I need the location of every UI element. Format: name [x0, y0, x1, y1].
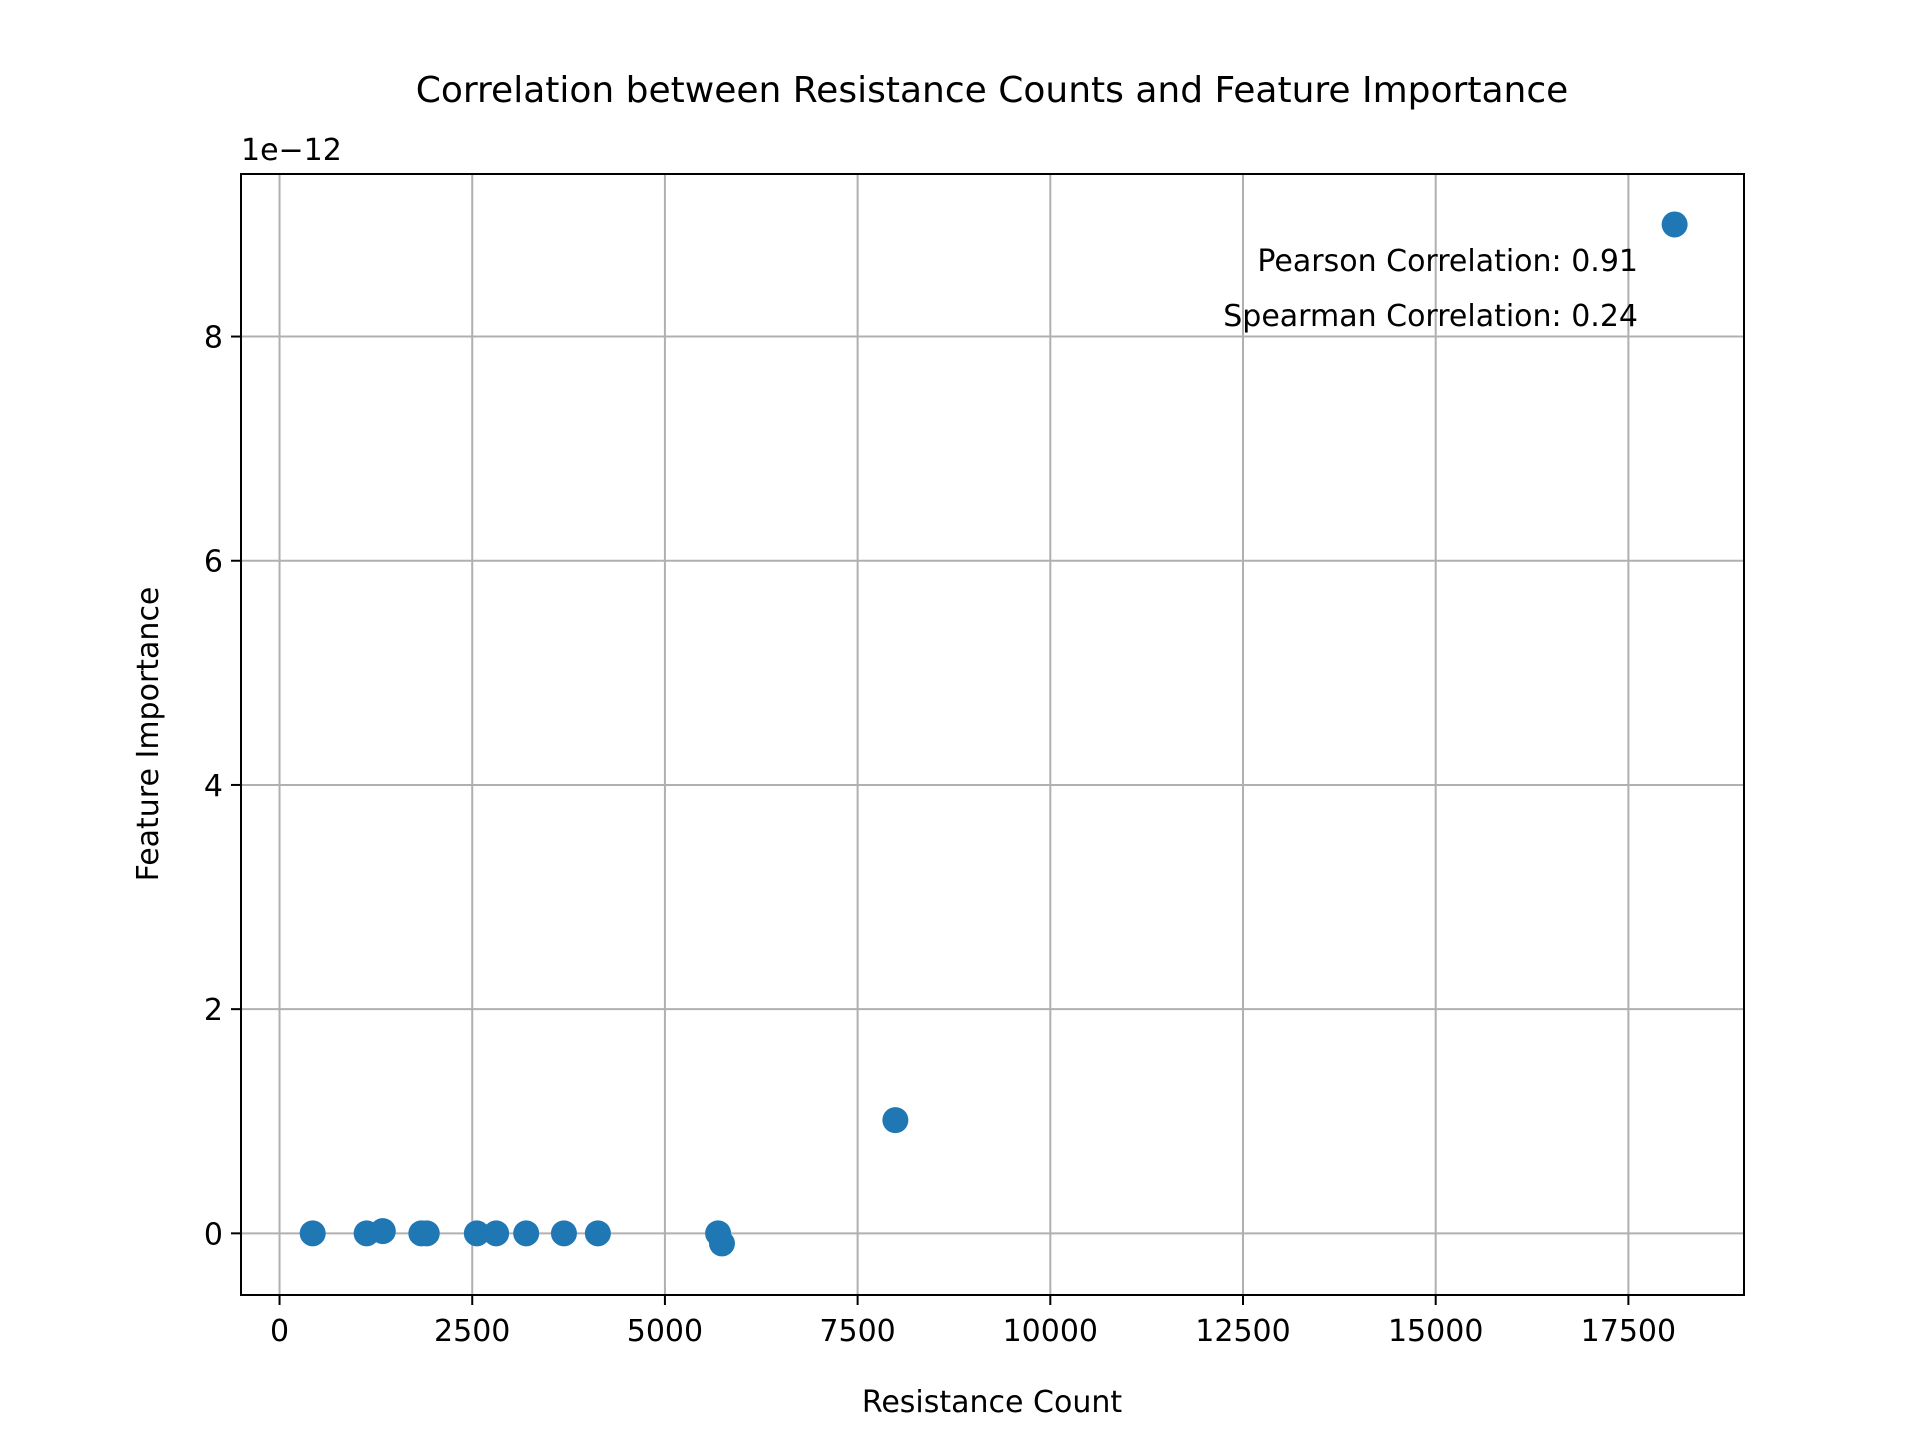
y-tick-label: 6: [204, 545, 223, 580]
x-tick-label: 10000: [1003, 1314, 1098, 1349]
data-points: [299, 211, 1688, 1257]
data-point: [483, 1220, 510, 1247]
x-tick-label: 15000: [1388, 1314, 1483, 1349]
data-point: [882, 1107, 909, 1134]
x-tick-label: 17500: [1581, 1314, 1676, 1349]
y-tick-label: 8: [204, 321, 223, 356]
x-axis-ticks: 0 2500 5000 7500 10000 12500 15000 17500: [270, 1295, 1676, 1349]
chart-title: Correlation between Resistance Counts an…: [416, 70, 1569, 111]
x-tick-label: 12500: [1195, 1314, 1290, 1349]
data-point: [1661, 211, 1688, 238]
y-axis-ticks: 0 2 4 6 8: [204, 321, 241, 1252]
data-point: [513, 1220, 540, 1247]
x-axis-label: Resistance Count: [862, 1385, 1123, 1420]
data-point: [413, 1220, 440, 1247]
spearman-annotation: Spearman Correlation: 0.24: [1223, 299, 1638, 334]
x-tick-label: 5000: [627, 1314, 703, 1349]
plot-frame: [240, 173, 1745, 1296]
x-tick-label: 7500: [819, 1314, 895, 1349]
y-tick-label: 2: [204, 993, 223, 1028]
data-point: [299, 1220, 326, 1247]
y-axis-label: Feature Importance: [131, 587, 166, 882]
y-tick-label: 0: [204, 1217, 223, 1252]
grid-lines: [241, 174, 1744, 1295]
y-offset-label: 1e−12: [241, 133, 342, 168]
x-tick-label: 2500: [434, 1314, 510, 1349]
data-point: [369, 1218, 396, 1245]
data-point: [463, 1220, 490, 1247]
x-tick-label: 0: [270, 1314, 289, 1349]
pearson-annotation: Pearson Correlation: 0.91: [1257, 244, 1638, 279]
data-point: [584, 1220, 611, 1247]
data-point: [708, 1230, 735, 1257]
y-tick-label: 4: [204, 769, 223, 804]
data-point: [550, 1220, 577, 1247]
